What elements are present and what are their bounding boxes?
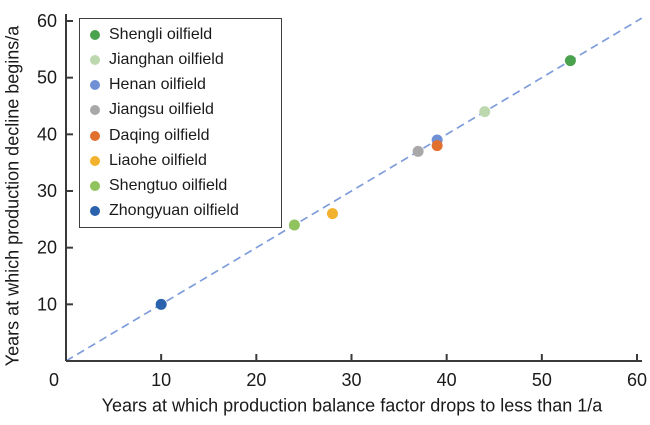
y-tick-label: 40	[37, 124, 57, 144]
legend-label: Jiangsu oilfield	[109, 101, 214, 119]
x-tick-label: 40	[437, 370, 457, 390]
data-point	[431, 140, 443, 152]
data-point	[479, 106, 491, 118]
legend-label: Zhongyuan oilfield	[109, 202, 239, 220]
legend-item: Zhongyuan oilfield	[90, 199, 277, 224]
y-axis-title: Years at which production decline begins…	[2, 25, 23, 367]
legend-marker-icon	[90, 155, 100, 166]
y-tick-label: 20	[37, 238, 57, 258]
x-tick-label: 60	[627, 370, 647, 390]
legend-item: Jiangsu oilfield	[90, 98, 277, 123]
legend-label: Shengtuo oilfield	[109, 177, 228, 195]
y-tick-label: 30	[37, 181, 57, 201]
axes	[65, 14, 642, 362]
legend-marker-icon	[90, 130, 100, 141]
legend-item: Shengtuo oilfield	[90, 174, 277, 199]
legend-marker-icon	[90, 206, 100, 217]
legend: Shengli oilfield Jianghan oilfield Henan o…	[79, 18, 282, 228]
legend-label: Liaohe oilfield	[109, 151, 207, 169]
x-tick-label: 30	[341, 370, 361, 390]
y-tick-label: 10	[37, 294, 57, 314]
tick-labels: 0 10 20 30 40 50 60 10 20 30 40 50 60	[37, 11, 647, 390]
data-points	[155, 55, 576, 310]
legend-marker-icon	[90, 105, 100, 116]
legend-item: Jianghan oilfield	[90, 47, 277, 72]
data-point	[155, 298, 167, 310]
legend-label: Henan oilfield	[109, 76, 206, 94]
x-tick-label: 10	[151, 370, 171, 390]
x-tick-label: 0	[49, 370, 59, 390]
data-point	[326, 208, 338, 220]
legend-label: Shengli oilfield	[109, 25, 213, 43]
legend-item: Liaohe oilfield	[90, 148, 277, 173]
legend-marker-icon	[90, 181, 100, 192]
legend-marker-icon	[90, 29, 100, 40]
x-tick-label: 50	[532, 370, 552, 390]
legend-item: Shengli oilfield	[90, 22, 277, 47]
y-tick-label: 50	[37, 68, 57, 88]
legend-marker-icon	[90, 54, 100, 65]
data-point	[412, 145, 424, 157]
legend-label: Jianghan oilfield	[109, 50, 224, 68]
x-tick-label: 20	[246, 370, 266, 390]
legend-item: Daqing oilfield	[90, 123, 277, 148]
data-point	[288, 219, 300, 231]
y-tick-label: 60	[37, 11, 57, 31]
legend-item: Henan oilfield	[90, 73, 277, 98]
legend-label: Daqing oilfield	[109, 126, 210, 144]
x-axis-title: Years at which production balance factor…	[101, 395, 603, 416]
legend-marker-icon	[90, 80, 100, 91]
data-point	[564, 55, 576, 67]
